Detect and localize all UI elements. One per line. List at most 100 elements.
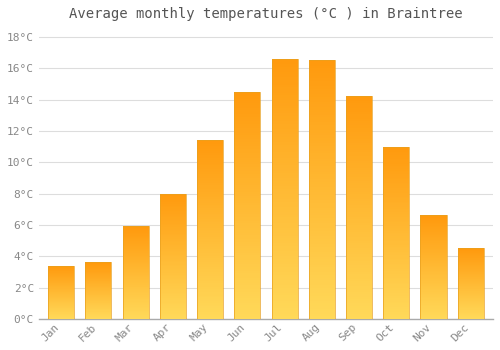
Bar	[458, 291, 483, 292]
Bar	[197, 156, 223, 158]
Bar	[160, 207, 186, 209]
Bar	[234, 142, 260, 144]
Bar	[48, 284, 74, 285]
Bar	[234, 169, 260, 171]
Bar	[234, 299, 260, 301]
Bar	[197, 165, 223, 167]
Bar	[308, 177, 335, 179]
Bar	[383, 200, 409, 202]
Bar	[86, 291, 112, 292]
Bar	[346, 139, 372, 141]
Bar	[458, 293, 483, 294]
Bar	[308, 239, 335, 241]
Bar	[420, 240, 446, 241]
Bar	[458, 290, 483, 291]
Bar	[383, 300, 409, 302]
Bar	[197, 267, 223, 269]
Bar	[458, 289, 483, 290]
Bar	[420, 306, 446, 307]
Bar	[197, 312, 223, 314]
Bar	[160, 291, 186, 293]
Bar	[197, 169, 223, 171]
Bar	[122, 313, 148, 314]
Bar	[458, 305, 483, 306]
Bar	[197, 210, 223, 212]
Bar	[160, 229, 186, 230]
Bar	[458, 265, 483, 266]
Bar	[420, 312, 446, 313]
Bar	[308, 156, 335, 159]
Bar	[346, 201, 372, 203]
Bar	[197, 306, 223, 308]
Bar	[346, 254, 372, 257]
Bar	[160, 216, 186, 217]
Bar	[122, 299, 148, 300]
Bar	[383, 245, 409, 246]
Bar	[308, 208, 335, 210]
Bar	[197, 298, 223, 299]
Bar	[234, 269, 260, 271]
Bar	[160, 256, 186, 258]
Bar	[308, 117, 335, 120]
Bar	[234, 212, 260, 215]
Bar	[86, 294, 112, 295]
Bar	[122, 247, 148, 248]
Bar	[383, 233, 409, 234]
Bar	[160, 251, 186, 252]
Bar	[458, 262, 483, 263]
Bar	[420, 250, 446, 251]
Bar	[383, 167, 409, 169]
Bar	[346, 141, 372, 143]
Bar	[420, 292, 446, 293]
Bar	[122, 288, 148, 289]
Bar	[308, 89, 335, 91]
Bar	[122, 269, 148, 270]
Bar	[308, 213, 335, 216]
Bar	[383, 228, 409, 229]
Bar	[122, 294, 148, 295]
Bar	[420, 272, 446, 273]
Bar	[48, 301, 74, 302]
Bar	[420, 242, 446, 243]
Bar	[86, 269, 112, 270]
Bar	[383, 259, 409, 260]
Bar	[458, 276, 483, 277]
Bar	[308, 146, 335, 148]
Bar	[234, 148, 260, 151]
Bar	[48, 310, 74, 311]
Bar	[197, 257, 223, 258]
Bar	[48, 315, 74, 316]
Bar	[458, 303, 483, 304]
Bar	[48, 267, 74, 268]
Bar	[383, 188, 409, 190]
Bar	[346, 252, 372, 254]
Bar	[458, 256, 483, 257]
Bar	[420, 314, 446, 315]
Bar	[122, 309, 148, 310]
Bar	[234, 114, 260, 117]
Bar	[160, 240, 186, 241]
Bar	[197, 265, 223, 267]
Bar	[234, 101, 260, 103]
Bar	[308, 190, 335, 192]
Bar	[272, 173, 297, 176]
Bar	[346, 266, 372, 268]
Bar	[86, 273, 112, 274]
Bar	[197, 269, 223, 271]
Bar	[48, 295, 74, 296]
Bar	[272, 280, 297, 282]
Bar	[160, 196, 186, 197]
Bar	[308, 125, 335, 128]
Bar	[122, 248, 148, 250]
Bar	[420, 223, 446, 224]
Bar	[234, 287, 260, 289]
Bar	[272, 262, 297, 264]
Bar	[122, 278, 148, 279]
Bar	[272, 88, 297, 90]
Bar	[272, 267, 297, 270]
Bar	[122, 272, 148, 273]
Bar	[234, 285, 260, 287]
Bar	[122, 284, 148, 285]
Bar	[272, 293, 297, 295]
Bar	[346, 286, 372, 288]
